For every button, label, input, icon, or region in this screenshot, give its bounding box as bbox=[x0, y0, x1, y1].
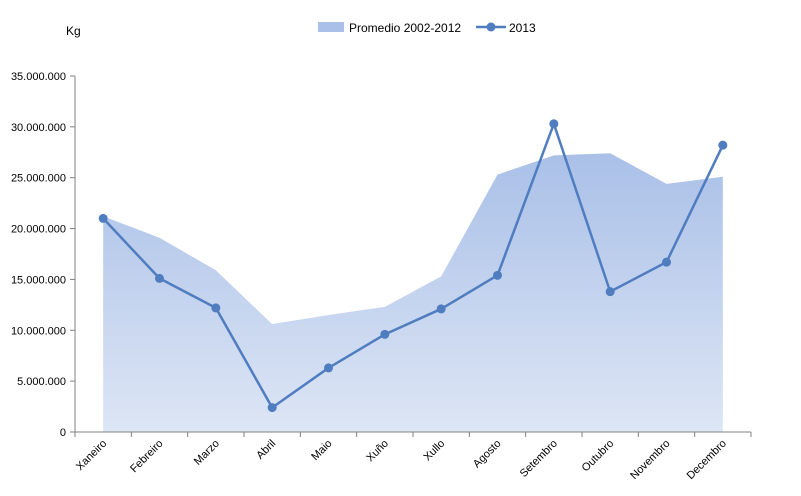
x-tick-label: Novembro bbox=[628, 438, 672, 482]
point-2013 bbox=[493, 270, 502, 280]
x-tick-label: Xuño bbox=[364, 438, 391, 465]
x-tick-label: Xaneiro bbox=[74, 438, 109, 473]
legend-line-marker bbox=[486, 22, 496, 32]
y-unit-label: Kg bbox=[66, 24, 81, 38]
y-tick-label: 5.000.000 bbox=[17, 376, 66, 388]
point-2013 bbox=[436, 304, 446, 314]
point-2013 bbox=[267, 403, 277, 413]
y-tick-label: 20.000.000 bbox=[11, 224, 66, 236]
legend-area-swatch bbox=[318, 22, 344, 32]
y-tick-label: 25.000.000 bbox=[11, 173, 66, 185]
line-2013 bbox=[102, 122, 724, 409]
axes bbox=[70, 75, 752, 437]
y-tick-labels: 0 5.000.000 10.000.000 15.000.000 20.000.000… bbox=[11, 71, 66, 439]
y-tick-label: 30.000.000 bbox=[11, 122, 66, 134]
legend-area-label: Promedio 2002-2012 bbox=[349, 21, 461, 35]
y-tick-label: 0 bbox=[60, 427, 66, 439]
x-tick-label: Marzo bbox=[192, 438, 222, 468]
point-2013 bbox=[662, 257, 671, 267]
area-series bbox=[103, 153, 723, 432]
point-2013 bbox=[718, 140, 728, 150]
y-tick-label: 15.000.000 bbox=[11, 274, 66, 286]
x-tick-label: Outubro bbox=[580, 438, 617, 475]
point-2013 bbox=[605, 287, 615, 297]
point-2013 bbox=[98, 213, 108, 223]
x-tick-label: Febreiro bbox=[128, 438, 165, 475]
x-tick-label: Maio bbox=[309, 438, 334, 463]
point-2013 bbox=[380, 329, 390, 339]
legend-line-label: 2013 bbox=[509, 21, 536, 35]
point-2013 bbox=[549, 119, 559, 129]
point-2013 bbox=[155, 273, 164, 283]
x-tick-label: Decembro bbox=[685, 438, 729, 482]
x-tick-labels: Xaneiro Febreiro Marzo Abril Maio Xuño Xullo Ag… bbox=[74, 438, 729, 482]
point-2013 bbox=[324, 363, 333, 373]
legend: Promedio 2002-2012 2013 bbox=[318, 21, 536, 35]
y-tick-label: 35.000.000 bbox=[11, 71, 66, 83]
x-tick-label: Setembro bbox=[518, 438, 560, 480]
x-tick-label: Agosto bbox=[471, 438, 504, 471]
x-tick-label: Xullo bbox=[422, 438, 448, 464]
point-2013 bbox=[211, 303, 221, 313]
y-tick-label: 10.000.000 bbox=[11, 325, 66, 337]
line-series bbox=[98, 119, 728, 413]
area-promedio bbox=[103, 153, 723, 432]
x-tick-label: Abril bbox=[254, 438, 278, 462]
